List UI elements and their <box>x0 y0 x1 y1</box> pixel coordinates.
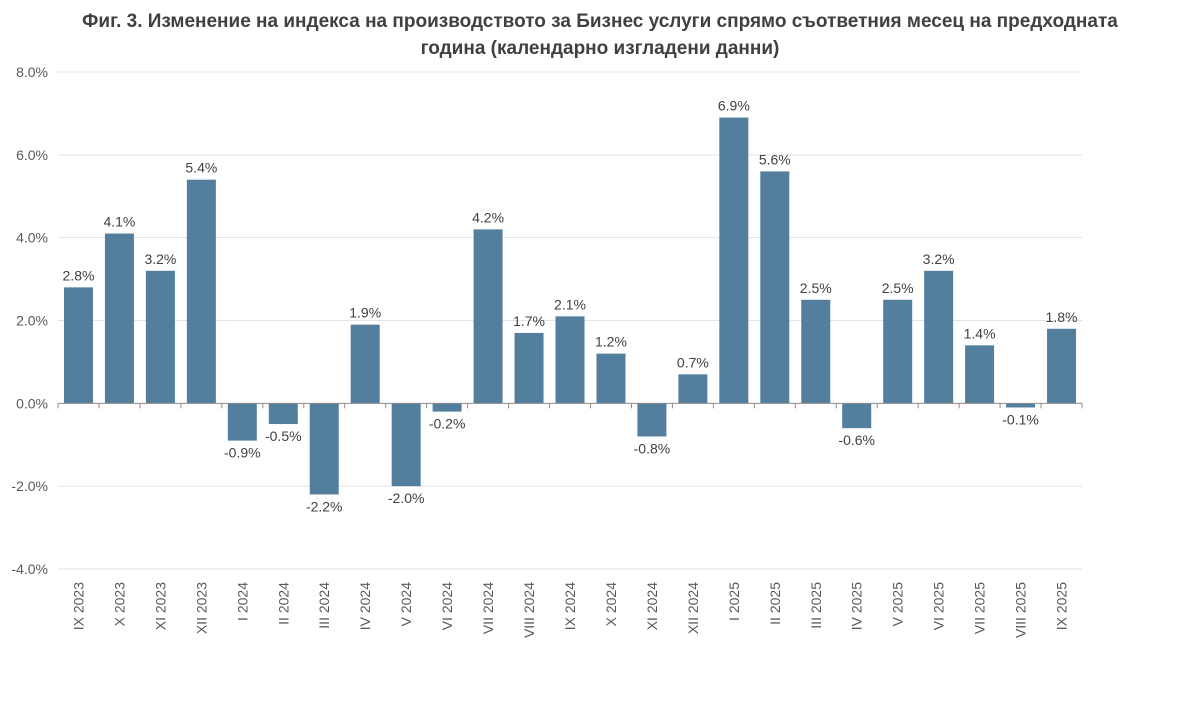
x-tick-label: I 2024 <box>234 582 250 621</box>
data-label: 2.8% <box>63 267 95 283</box>
bar[interactable] <box>965 345 995 404</box>
bar[interactable] <box>391 403 421 487</box>
y-tick-label: 6.0% <box>16 147 48 163</box>
x-tick-label: XII 2023 <box>193 582 209 634</box>
data-label: -0.9% <box>224 445 261 461</box>
bar[interactable] <box>514 332 544 404</box>
data-label: 0.7% <box>677 354 709 370</box>
x-tick-label: IV 2024 <box>357 582 373 630</box>
x-tick-label: X 2023 <box>111 582 127 627</box>
data-label: 4.2% <box>472 209 504 225</box>
bar[interactable] <box>227 403 257 441</box>
data-label: 2.5% <box>882 280 914 296</box>
chart-title-line1: Фиг. 3. Изменение на индекса на производ… <box>82 11 1118 32</box>
bar[interactable] <box>801 299 831 404</box>
bar[interactable] <box>555 316 585 404</box>
y-tick-label: 2.0% <box>16 313 48 329</box>
x-tick-label: IX 2025 <box>1054 582 1070 630</box>
data-label: 1.8% <box>1046 309 1078 325</box>
data-label: 3.2% <box>144 251 176 267</box>
data-label: -0.8% <box>634 440 671 456</box>
x-tick-label: IX 2023 <box>70 582 86 630</box>
data-label: 4.1% <box>103 214 135 230</box>
bar[interactable] <box>1047 328 1077 404</box>
x-tick-label: XII 2024 <box>685 582 701 634</box>
data-label: -2.2% <box>306 498 343 514</box>
bar[interactable] <box>637 403 667 437</box>
y-tick-label: 8.0% <box>16 64 48 80</box>
bar[interactable] <box>678 374 708 404</box>
x-tick-label: IV 2025 <box>849 582 865 630</box>
x-tick-label: III 2025 <box>808 582 824 629</box>
y-tick-label: -4.0% <box>11 561 48 577</box>
x-tick-label: VIII 2024 <box>521 582 537 638</box>
bar[interactable] <box>883 299 913 404</box>
bar[interactable] <box>473 229 503 404</box>
x-tick-label: VI 2024 <box>439 582 455 630</box>
data-label: 1.7% <box>513 313 545 329</box>
data-label: -0.1% <box>1002 411 1039 427</box>
data-label: -0.2% <box>429 416 466 432</box>
data-label: 6.9% <box>718 98 750 114</box>
x-tick-label: VII 2024 <box>480 582 496 634</box>
bar[interactable] <box>432 403 462 412</box>
data-label: 1.9% <box>349 305 381 321</box>
x-tick-label: V 2025 <box>890 582 906 627</box>
x-tick-label: X 2024 <box>603 582 619 627</box>
bar[interactable] <box>842 403 872 429</box>
bar[interactable] <box>350 324 380 404</box>
x-tick-label: III 2024 <box>316 582 332 629</box>
data-label: 1.4% <box>964 325 996 341</box>
x-tick-label: VII 2025 <box>972 582 988 634</box>
x-tick-label: V 2024 <box>398 582 414 627</box>
bar[interactable] <box>63 287 93 404</box>
bar[interactable] <box>924 270 954 404</box>
chart-title-line2: година (календарно изгладени данни) <box>420 38 780 59</box>
data-label: 3.2% <box>923 251 955 267</box>
bar[interactable] <box>309 403 339 495</box>
x-tick-label: XI 2024 <box>644 582 660 630</box>
data-label: 5.4% <box>185 160 217 176</box>
bar[interactable] <box>145 270 175 404</box>
data-label: -2.0% <box>388 490 425 506</box>
bar[interactable] <box>596 353 626 404</box>
chart-title: Фиг. 3. Изменение на индекса на производ… <box>40 8 1160 62</box>
x-tick-label: II 2024 <box>275 582 291 625</box>
bar[interactable] <box>760 171 790 404</box>
bar[interactable] <box>719 117 749 404</box>
x-tick-label: I 2025 <box>726 582 742 621</box>
data-label: 2.5% <box>800 280 832 296</box>
bar[interactable] <box>1006 403 1036 408</box>
bar[interactable] <box>186 179 216 404</box>
data-label: 1.2% <box>595 334 627 350</box>
x-tick-label: XI 2023 <box>152 582 168 630</box>
x-tick-label: II 2025 <box>767 582 783 625</box>
y-tick-label: 0.0% <box>16 395 48 411</box>
data-label: 2.1% <box>554 296 586 312</box>
data-label: -0.6% <box>838 432 875 448</box>
data-label: -0.5% <box>265 428 302 444</box>
y-tick-label: 4.0% <box>16 230 48 246</box>
x-tick-label: VI 2025 <box>931 582 947 630</box>
bar[interactable] <box>268 403 298 425</box>
y-tick-label: -2.0% <box>11 478 48 494</box>
bar[interactable] <box>104 233 134 404</box>
data-label: 5.6% <box>759 151 791 167</box>
x-tick-label: VIII 2025 <box>1013 582 1029 638</box>
x-tick-label: IX 2024 <box>562 582 578 630</box>
